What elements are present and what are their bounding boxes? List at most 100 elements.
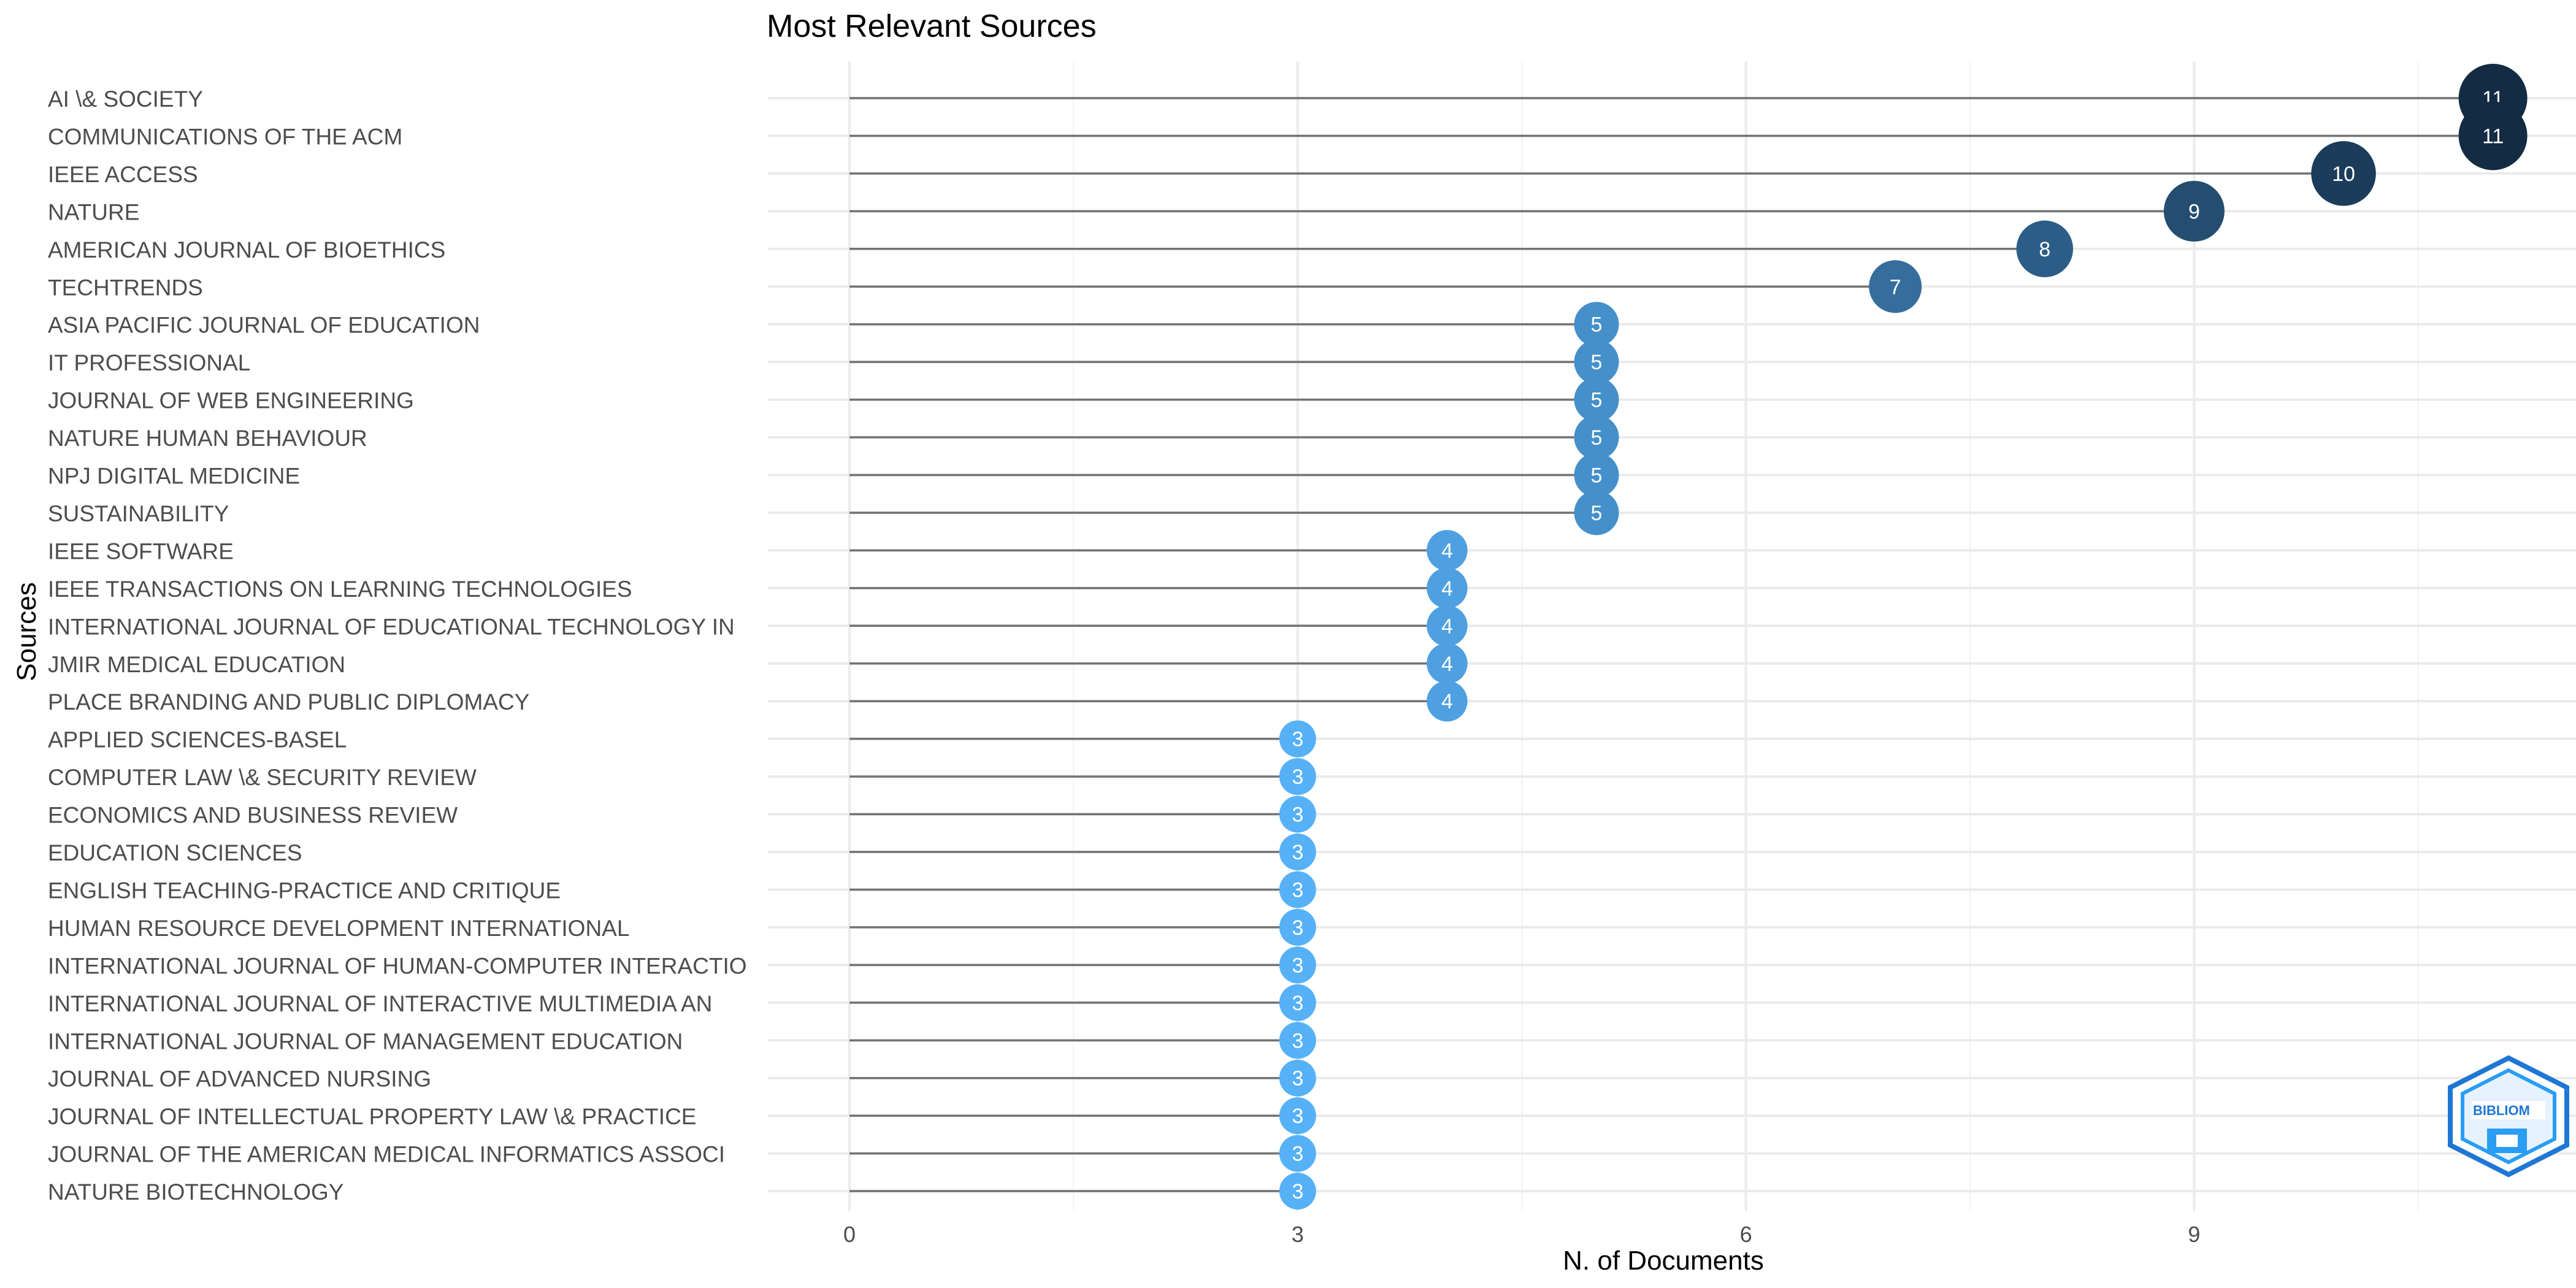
value-label: 8 — [2039, 238, 2050, 261]
lollipop-point — [2163, 180, 2225, 242]
x-tick-label: 9 — [2188, 1222, 2200, 1247]
category-label: ENGLISH TEACHING-PRACTICE AND CRITIQUE — [48, 878, 561, 903]
value-label: 3 — [1292, 992, 1303, 1015]
value-label: 11 — [2482, 125, 2504, 148]
lollipop-point — [1279, 946, 1316, 984]
category-label: INTERNATIONAL JOURNAL OF HUMAN-COMPUTER … — [48, 953, 747, 978]
lollipop-point — [1427, 530, 1468, 571]
value-label: 9 — [2188, 200, 2200, 223]
value-label: 4 — [1441, 653, 1453, 676]
x-axis-ticks: 0 3 6 9 — [843, 1222, 2200, 1247]
x-axis-title: N. of Documents — [1563, 1246, 1764, 1276]
bibliometrix-logo: BIBLIOM — [2448, 1055, 2569, 1178]
category-labels: AI \& SOCIETY COMMUNICATIONS OF THE ACM IE… — [48, 86, 747, 1205]
category-label: JMIR MEDICAL EDUCATION — [48, 652, 345, 677]
value-label: 3 — [1292, 765, 1303, 789]
category-label: SUSTAINABILITY — [48, 501, 229, 526]
category-label: EDUCATION SCIENCES — [48, 840, 302, 865]
x-tick-label: 6 — [1740, 1222, 1752, 1247]
category-label: PLACE BRANDING AND PUBLIC DIPLOMACY — [48, 689, 529, 715]
value-label: 3 — [1292, 1143, 1303, 1166]
value-label: 3 — [1292, 1105, 1303, 1128]
value-label: 4 — [1441, 690, 1453, 713]
category-label: ASIA PACIFIC JOURNAL OF EDUCATION — [48, 313, 480, 338]
value-label: 3 — [1292, 878, 1303, 902]
category-label: NATURE BIOTECHNOLOGY — [48, 1179, 343, 1205]
category-label: IEEE SOFTWARE — [48, 539, 234, 564]
lollipop-point — [1279, 984, 1316, 1021]
category-label: COMMUNICATIONS OF THE ACM — [48, 124, 402, 149]
value-label: 5 — [1591, 426, 1603, 450]
lollipop-point — [1279, 1173, 1316, 1210]
lollipop-point — [1574, 377, 1619, 423]
lollipop-point — [1427, 605, 1468, 646]
category-label: ECONOMICS AND BUSINESS REVIEW — [48, 803, 458, 828]
value-label: 3 — [1292, 841, 1303, 864]
category-label: AMERICAN JOURNAL OF BIOETHICS — [48, 237, 445, 263]
category-label: INTERNATIONAL JOURNAL OF MANAGEMENT EDUC… — [48, 1029, 683, 1054]
value-label: 4 — [1441, 539, 1453, 562]
lollipop-point — [1427, 680, 1468, 722]
category-label: IT PROFESSIONAL — [48, 350, 250, 375]
lollipop-point — [1279, 795, 1316, 833]
category-label: TECHTRENDS — [48, 275, 203, 300]
category-label: INTERNATIONAL JOURNAL OF EDUCATIONAL TEC… — [48, 614, 735, 639]
lollipop-point — [2311, 141, 2376, 206]
lollipop-point — [1427, 567, 1468, 609]
category-label: JOURNAL OF INTELLECTUAL PROPERTY LAW \& … — [48, 1104, 696, 1129]
lollipop-point — [1574, 415, 1619, 460]
lollipop-point — [1279, 1097, 1316, 1135]
lollipop-point — [1279, 720, 1316, 757]
x-tick-label: 0 — [843, 1222, 856, 1247]
value-label: 3 — [1292, 1180, 1303, 1203]
value-label: 5 — [1591, 313, 1603, 337]
value-label: 7 — [1890, 275, 1901, 299]
category-label: NPJ DIGITAL MEDICINE — [48, 464, 300, 489]
lollipop-point — [1574, 490, 1619, 535]
logo-text: BIBLIOM — [2473, 1103, 2530, 1118]
lollipop-point — [1279, 1059, 1316, 1097]
lollipop-point — [2016, 220, 2074, 278]
lollipop-point — [1574, 339, 1619, 385]
category-label: NATURE — [48, 199, 139, 224]
value-label: 5 — [1591, 351, 1603, 374]
category-label: IEEE TRANSACTIONS ON LEARNING TECHNOLOGI… — [48, 577, 632, 602]
lollipop-point — [1427, 643, 1468, 684]
category-label: NATURE HUMAN BEHAVIOUR — [48, 426, 367, 451]
lollipop-point — [1279, 834, 1316, 870]
value-label: 3 — [1292, 1067, 1303, 1091]
value-label: 4 — [1441, 577, 1453, 600]
lollipop-point — [1869, 260, 1922, 313]
lollipop-point — [1279, 871, 1316, 908]
x-tick-label: 3 — [1292, 1222, 1304, 1247]
category-label: COMPUTER LAW \& SECURITY REVIEW — [48, 765, 477, 790]
lollipop-point — [1574, 302, 1619, 347]
value-label: 5 — [1591, 464, 1603, 488]
value-label: 4 — [1441, 615, 1453, 638]
value-label: 3 — [1292, 954, 1303, 977]
lollipop-point — [1279, 908, 1316, 946]
category-label: AI \& SOCIETY — [48, 86, 203, 112]
lollipop-point — [1279, 1022, 1316, 1059]
chart-title: Most Relevant Sources — [767, 9, 1097, 44]
category-label: HUMAN RESOURCE DEVELOPMENT INTERNATIONAL — [48, 916, 629, 941]
value-label: 3 — [1292, 916, 1303, 940]
category-label: INTERNATIONAL JOURNAL OF INTERACTIVE MUL… — [48, 991, 712, 1016]
value-label: 3 — [1292, 728, 1303, 751]
lollipop-point — [1279, 1135, 1316, 1172]
value-label: 5 — [1591, 389, 1603, 412]
value-label: 5 — [1591, 502, 1603, 525]
category-label: JOURNAL OF WEB ENGINEERING — [48, 388, 414, 413]
value-label: 3 — [1292, 803, 1303, 827]
stem-layer — [849, 97, 2493, 1192]
lollipop-point — [2458, 101, 2528, 171]
value-label: 10 — [2332, 163, 2355, 186]
category-label: JOURNAL OF ADVANCED NURSING — [48, 1067, 431, 1092]
lollipop-point — [1279, 758, 1316, 795]
lollipop-point — [1574, 453, 1619, 497]
grid-layer — [768, 61, 2576, 1211]
category-label: JOURNAL OF THE AMERICAN MEDICAL INFORMAT… — [48, 1142, 725, 1167]
category-label: APPLIED SCIENCES-BASEL — [48, 727, 347, 753]
